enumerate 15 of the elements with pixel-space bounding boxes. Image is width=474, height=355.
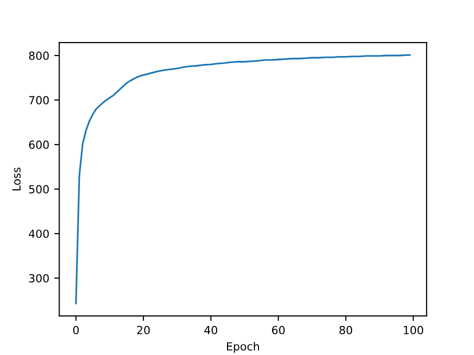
x-tick-label: 20 — [137, 326, 150, 334]
x-axis-title: Epoch — [227, 342, 259, 353]
x-tick-label: 0 — [73, 326, 79, 334]
y-tick-label: 700 — [29, 96, 49, 104]
x-tick-label: 40 — [204, 326, 218, 334]
x-tick-label: 60 — [272, 326, 285, 334]
y-tick-label: 500 — [29, 185, 49, 194]
y-tick-label: 300 — [29, 274, 49, 282]
x-tick-label: 100 — [404, 326, 424, 334]
y-axis-title: Loss — [12, 168, 21, 190]
y-tick-label: 600 — [29, 140, 49, 149]
line-series — [75, 54, 411, 304]
y-tick-label: 400 — [28, 230, 49, 238]
y-tick-label: 800 — [29, 51, 49, 60]
x-tick-label: 80 — [339, 326, 352, 334]
